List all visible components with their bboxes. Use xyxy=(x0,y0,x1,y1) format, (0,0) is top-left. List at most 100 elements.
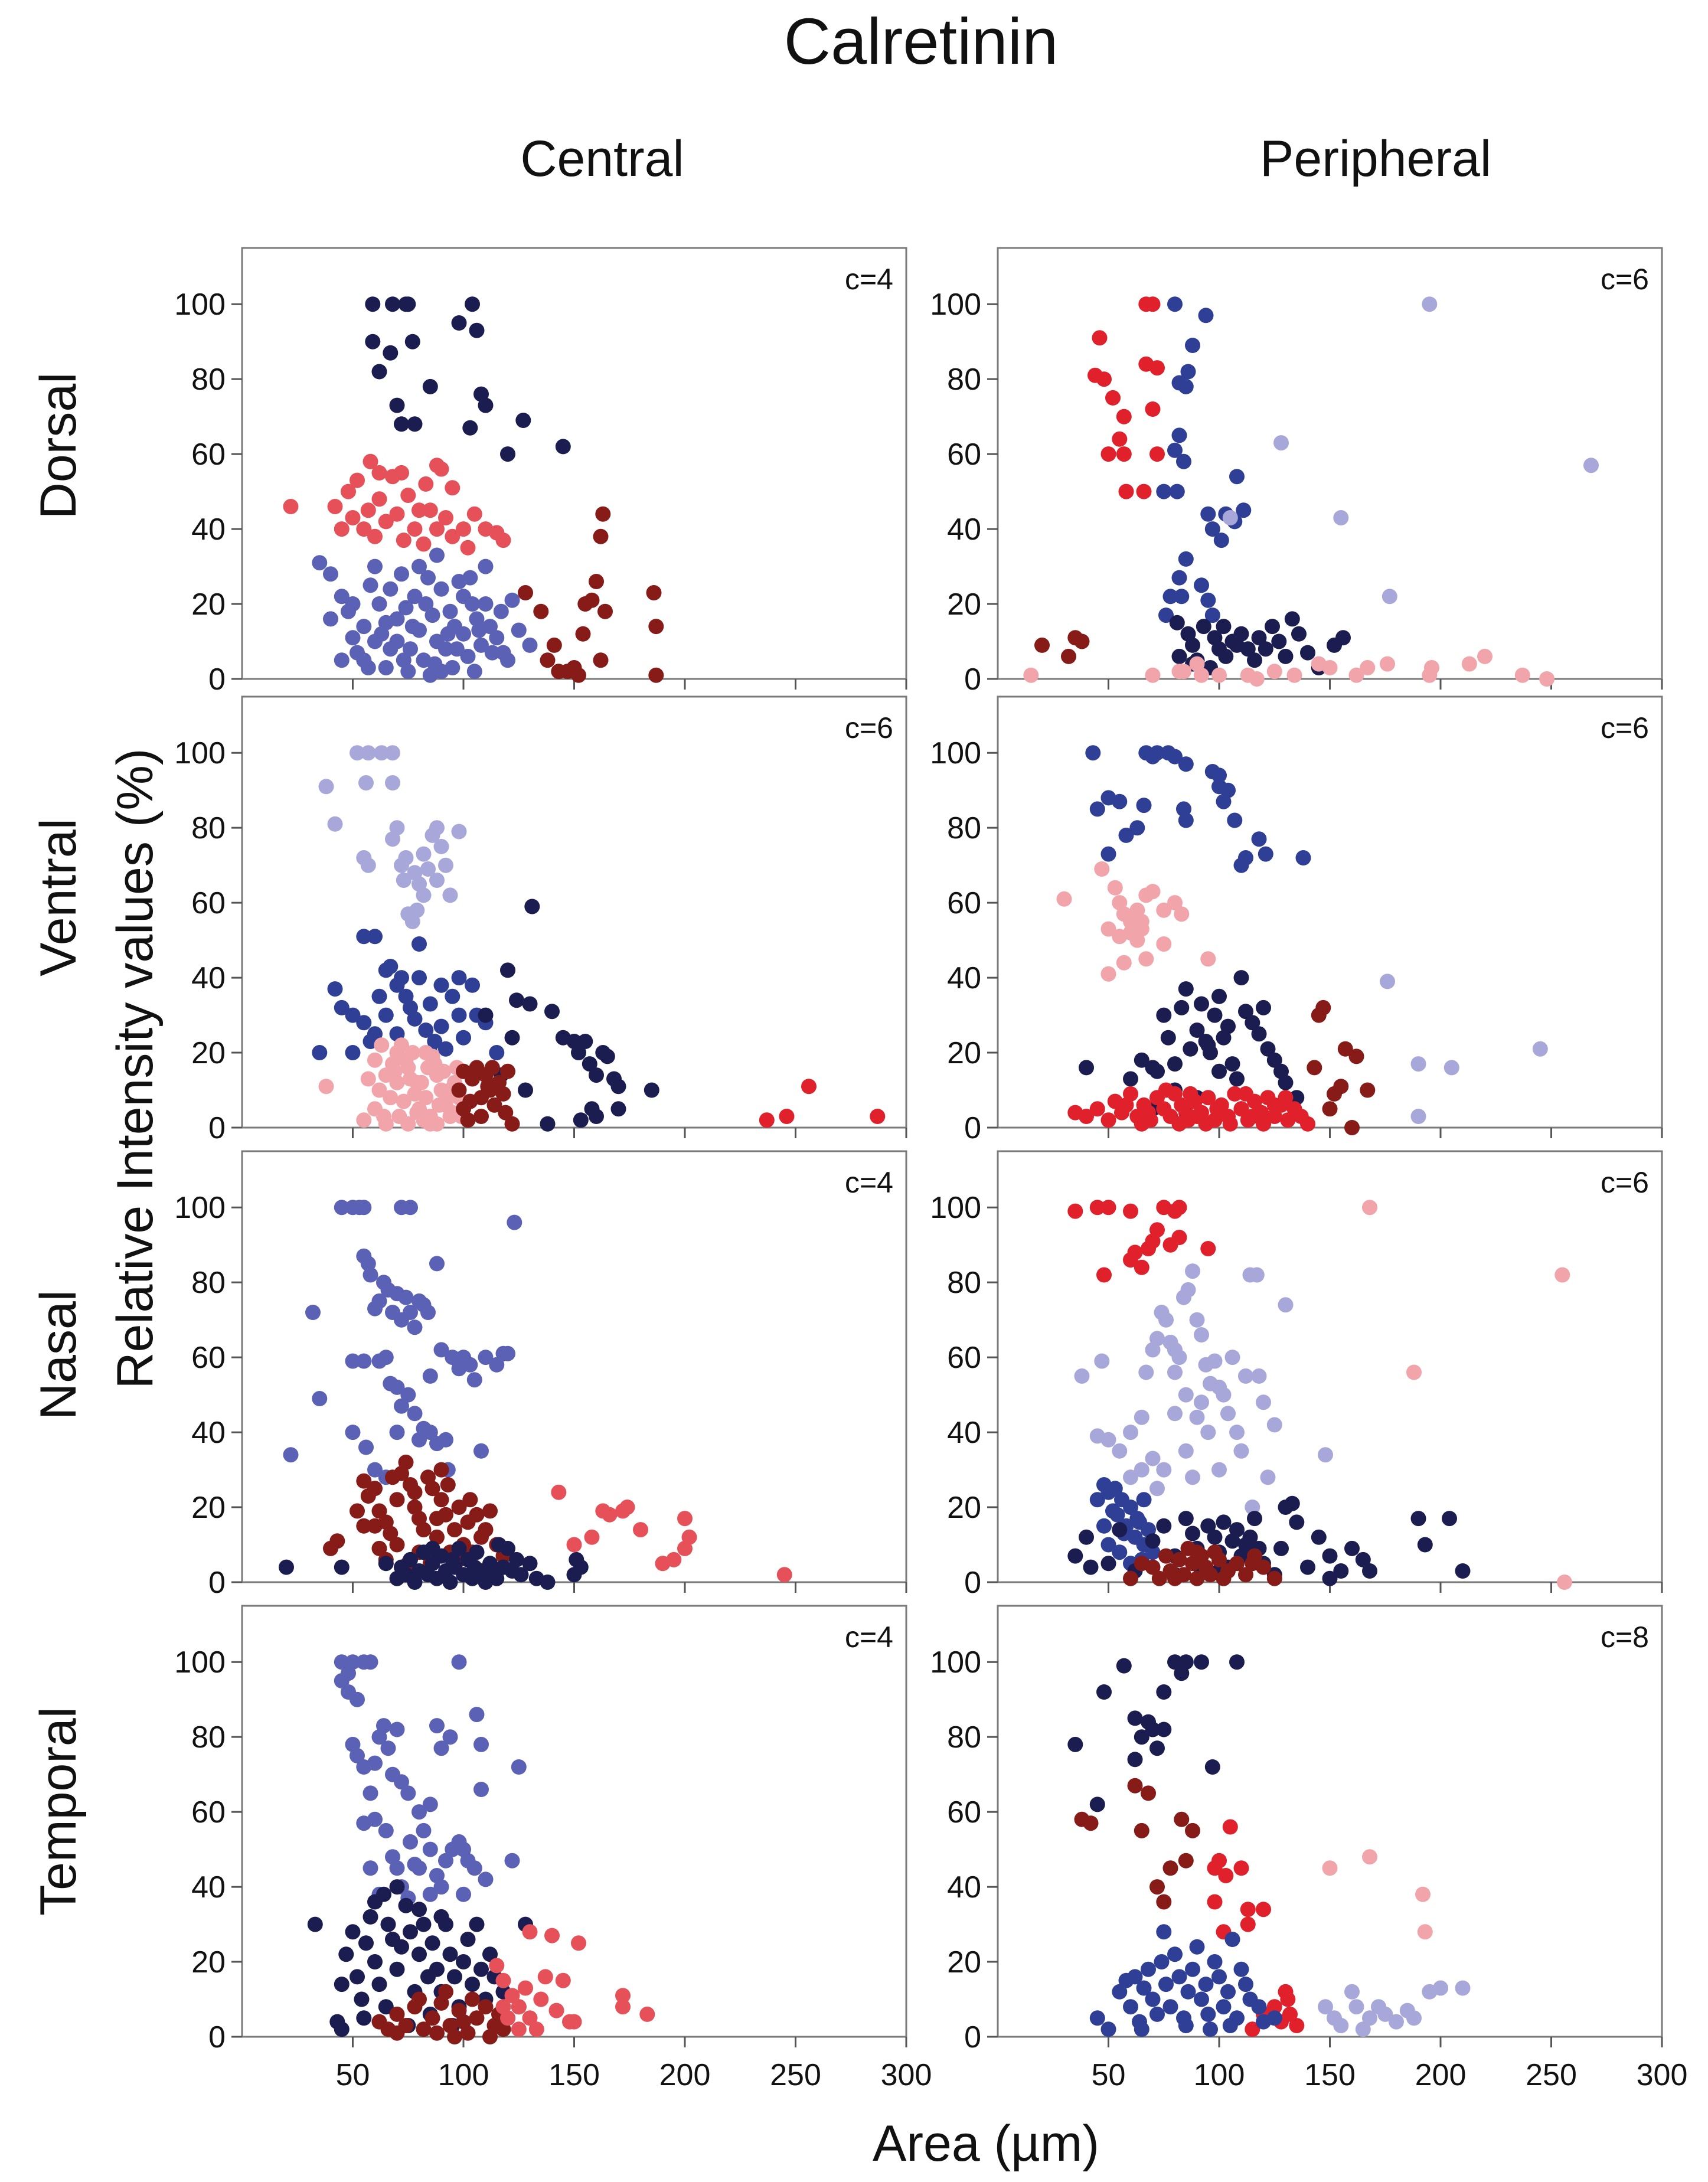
cluster-count-label: c=6 xyxy=(1601,711,1649,744)
data-point xyxy=(334,521,350,537)
data-point xyxy=(374,1037,390,1053)
data-point xyxy=(1189,1023,1205,1038)
data-point xyxy=(1156,1894,1172,1910)
data-point xyxy=(1149,1740,1165,1756)
data-point xyxy=(522,637,538,653)
data-point xyxy=(1100,1556,1116,1572)
data-point xyxy=(1127,1710,1143,1726)
data-point xyxy=(870,1109,886,1124)
series-cluster-lavender xyxy=(318,745,467,929)
data-point xyxy=(1145,667,1161,683)
data-point xyxy=(420,861,436,877)
data-point xyxy=(478,558,494,574)
data-point xyxy=(1203,1567,1218,1583)
data-point xyxy=(1158,1082,1174,1098)
y-tick-label: 80 xyxy=(191,1720,226,1755)
data-point xyxy=(465,296,480,312)
y-tick-label: 60 xyxy=(947,437,981,472)
data-point xyxy=(1156,902,1172,918)
y-tick-label: 100 xyxy=(930,1645,981,1680)
data-point xyxy=(327,499,343,514)
data-point xyxy=(323,566,338,582)
data-point xyxy=(489,1958,505,1974)
y-tick-label: 40 xyxy=(947,1870,981,1905)
panel-dorsal-central: 0 20 40 60 80 100 c=4 xyxy=(174,247,907,697)
data-point xyxy=(466,1559,482,1575)
data-point xyxy=(1079,1529,1094,1545)
data-point xyxy=(500,1345,515,1361)
data-point xyxy=(646,585,662,600)
data-point xyxy=(403,1834,418,1850)
data-point xyxy=(466,506,482,522)
data-point xyxy=(1514,667,1530,683)
data-point xyxy=(378,514,394,530)
data-point xyxy=(429,547,445,563)
data-point xyxy=(1123,1071,1138,1087)
data-point xyxy=(500,1540,515,1556)
y-tick-label: 80 xyxy=(191,1266,226,1300)
data-point xyxy=(1348,667,1364,683)
data-point xyxy=(1554,1267,1570,1283)
series-cluster-slate xyxy=(334,1654,527,1906)
data-point xyxy=(389,1879,405,1895)
data-point xyxy=(462,1357,478,1373)
y-tick-label: 40 xyxy=(947,961,981,995)
data-point xyxy=(1265,619,1280,635)
data-point xyxy=(595,506,611,522)
data-point xyxy=(456,1063,471,1079)
data-point xyxy=(312,1391,328,1406)
data-point xyxy=(1238,1977,1253,1992)
data-point xyxy=(429,1116,445,1132)
data-point xyxy=(500,446,515,462)
data-point xyxy=(648,667,664,683)
data-point xyxy=(528,2021,544,2037)
data-point xyxy=(418,596,434,612)
x-tick-label: 300 xyxy=(881,2058,932,2092)
data-point xyxy=(356,1015,372,1031)
data-point xyxy=(371,1293,387,1309)
data-point xyxy=(1174,906,1190,922)
data-point xyxy=(1461,656,1477,672)
data-point xyxy=(385,745,400,761)
data-point xyxy=(367,1462,383,1478)
data-point xyxy=(548,2003,564,2018)
data-point xyxy=(460,1932,476,1947)
data-point xyxy=(1380,656,1395,672)
data-point xyxy=(779,1109,795,1124)
data-point xyxy=(400,488,416,503)
data-point xyxy=(1074,1368,1090,1384)
data-point xyxy=(1360,1082,1376,1098)
data-point xyxy=(1118,827,1134,843)
data-point xyxy=(1211,1063,1227,1079)
data-point xyxy=(1145,401,1161,417)
data-point xyxy=(1180,1282,1196,1298)
data-point xyxy=(456,1886,471,1902)
data-point xyxy=(1096,1267,1112,1283)
data-point xyxy=(1278,1297,1294,1313)
data-point xyxy=(1266,1999,1282,2015)
data-point xyxy=(1162,1237,1178,1253)
data-point xyxy=(469,1507,485,1523)
series-cluster-red xyxy=(1087,296,1165,499)
y-tick-label: 20 xyxy=(947,1945,981,1980)
data-point xyxy=(422,378,438,394)
data-point xyxy=(418,1045,434,1060)
data-point xyxy=(480,1079,496,1095)
y-tick-label: 60 xyxy=(191,437,226,472)
data-point xyxy=(1189,1544,1205,1560)
data-point xyxy=(341,484,356,499)
data-point xyxy=(362,1654,378,1670)
series-cluster-maroon xyxy=(518,506,664,683)
data-point xyxy=(1344,1984,1360,2000)
data-point xyxy=(1273,1540,1289,1556)
data-point xyxy=(389,506,405,522)
data-point xyxy=(1200,2006,1216,2022)
data-point xyxy=(1178,756,1194,772)
data-point xyxy=(433,1740,449,1756)
data-point xyxy=(334,1673,350,1688)
y-tick-label: 100 xyxy=(930,736,981,770)
data-point xyxy=(1158,1312,1174,1328)
data-point xyxy=(442,1575,458,1590)
data-point xyxy=(396,533,412,548)
data-point xyxy=(500,1063,515,1079)
